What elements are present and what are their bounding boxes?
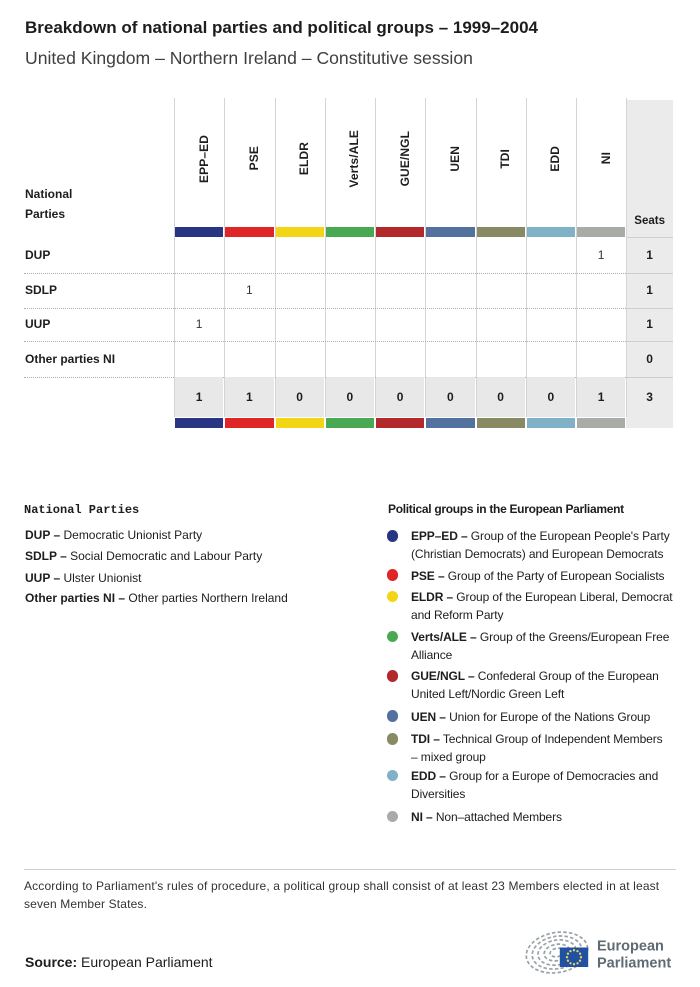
svg-text:Parliament: Parliament [597, 956, 671, 972]
svg-text:European: European [597, 939, 664, 955]
